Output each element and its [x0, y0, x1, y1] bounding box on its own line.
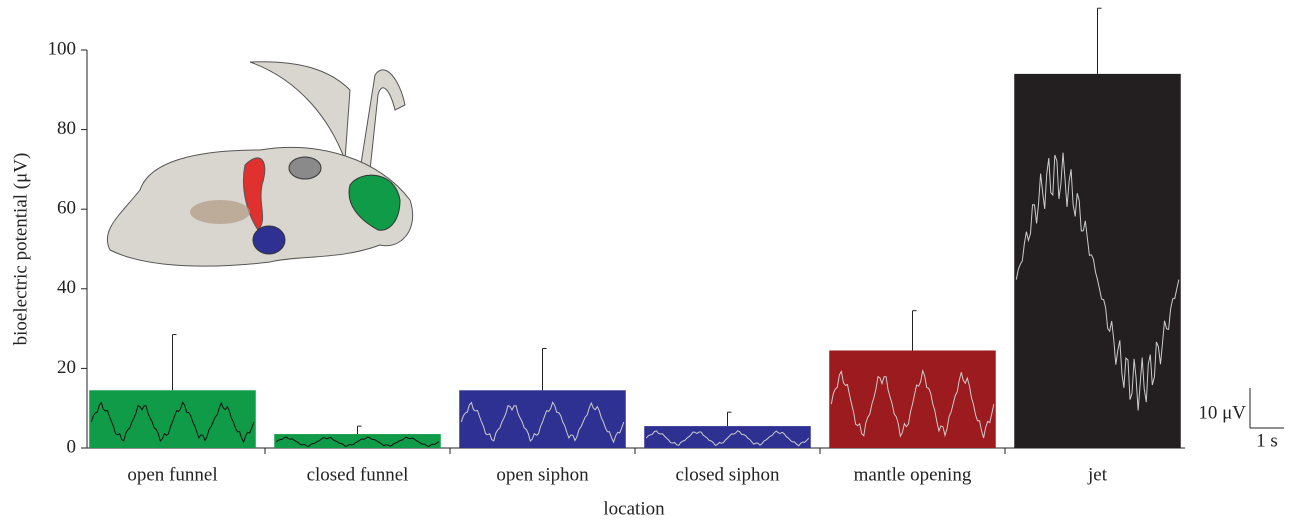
bar — [459, 390, 626, 448]
bar — [1014, 73, 1181, 448]
y-tick-label: 20 — [57, 357, 76, 378]
x-tick-label: open funnel — [127, 464, 217, 485]
y-tick-label: 100 — [48, 38, 77, 59]
y-tick-label: 60 — [57, 198, 76, 219]
bar — [89, 390, 256, 448]
x-tick-label: closed funnel — [307, 464, 409, 485]
trace — [1015, 152, 1180, 411]
bar — [274, 434, 441, 448]
x-tick-label: jet — [1087, 464, 1108, 485]
x-tick-label: mantle opening — [854, 464, 972, 485]
trace — [830, 368, 995, 439]
y-axis-label: bioelectric potential (μV) — [10, 153, 31, 346]
y-tick-label: 0 — [67, 436, 77, 457]
trace — [460, 401, 625, 444]
x-tick-label: open siphon — [496, 464, 589, 485]
trace — [645, 430, 810, 447]
bar — [829, 350, 996, 448]
squid-illustration — [106, 61, 414, 267]
bar — [644, 426, 811, 448]
y-tick-label: 80 — [57, 118, 76, 139]
y-tick-label: 40 — [57, 277, 76, 298]
scale-bar-label: 10 μV — [1198, 402, 1246, 423]
trace — [276, 436, 440, 448]
scale-bar-label: 1 s — [1256, 430, 1278, 451]
trace — [90, 401, 255, 444]
x-axis-label: location — [603, 498, 665, 519]
x-tick-label: closed siphon — [676, 464, 780, 485]
